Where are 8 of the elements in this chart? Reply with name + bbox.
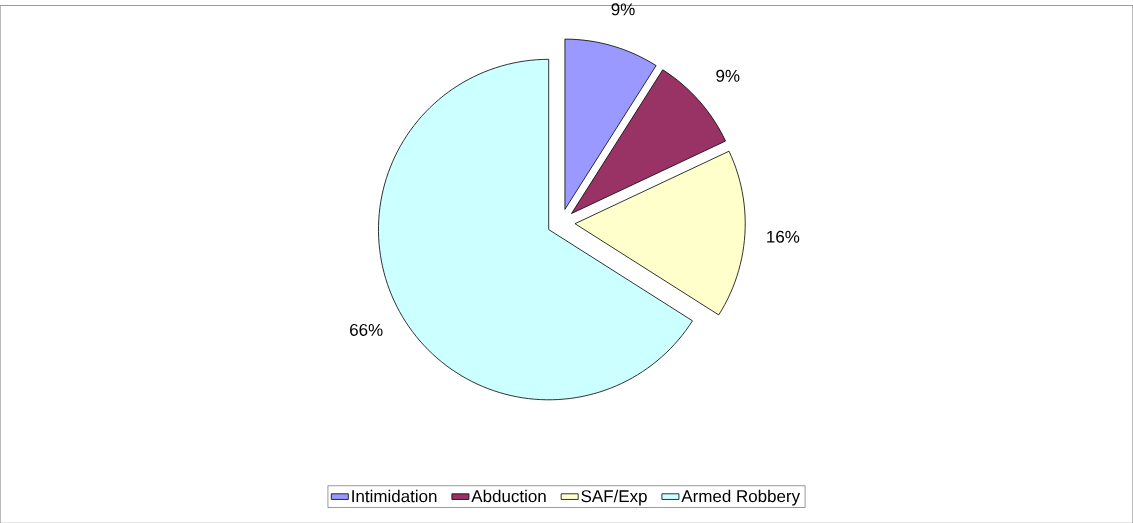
data-label: 9% <box>716 69 740 82</box>
legend-label: Abduction <box>471 489 546 502</box>
data-label: 66% <box>350 323 383 336</box>
legend-label: SAF/Exp <box>581 489 647 506</box>
legend-label: Intimidation <box>352 489 437 502</box>
data-label: 16% <box>767 230 800 243</box>
legend-label: Armed Robbery <box>681 489 801 506</box>
data-label: 9% <box>611 3 635 16</box>
